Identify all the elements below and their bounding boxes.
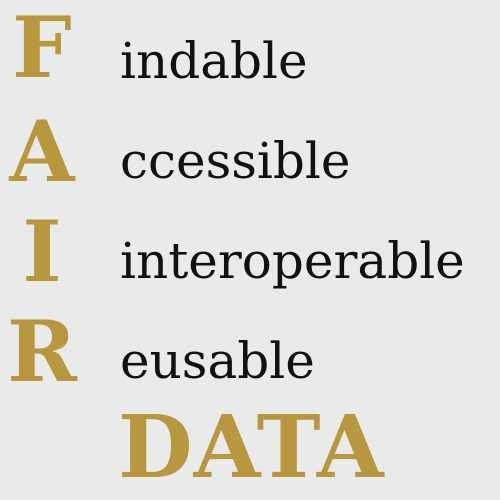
- acronym-word-interoperable: interoperable: [120, 232, 465, 290]
- acronym-word-findable: indable: [120, 32, 308, 90]
- acronym-letter-i: I: [22, 202, 62, 301]
- acronym-letter-a: A: [9, 102, 75, 201]
- acronym-word-reusable: eusable: [120, 332, 315, 390]
- acronym-letter-r: R: [7, 302, 77, 401]
- acronym-word-accessible: ccessible: [120, 132, 351, 190]
- footer-data-word: DATA: [118, 397, 385, 498]
- acronym-letter-f: F: [12, 0, 72, 97]
